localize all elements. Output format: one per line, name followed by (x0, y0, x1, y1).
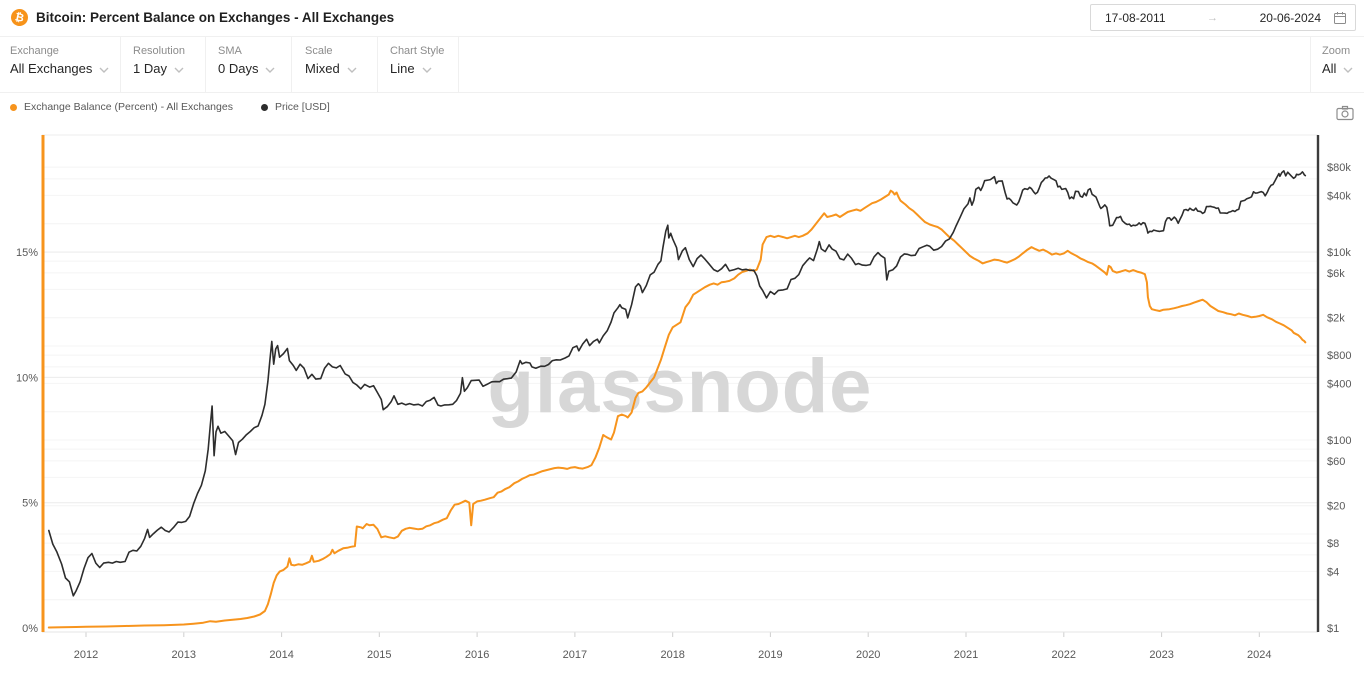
right-axis-tick-label: $10k (1327, 247, 1351, 259)
dropdown-label: Chart Style (390, 45, 445, 57)
date-from-value[interactable]: 17-08-2011 (1105, 10, 1166, 25)
camera-button[interactable] (1333, 103, 1357, 125)
dropdown-label: Exchange (10, 45, 59, 57)
x-axis-year-label: 2022 (1052, 649, 1076, 661)
x-axis-year-label: 2014 (269, 649, 293, 661)
left-axis-tick-label: 15% (16, 247, 38, 259)
header: ₿ Bitcoin: Percent Balance on Exchanges … (0, 0, 1364, 37)
zoom-dropdown[interactable]: Zoom All (1322, 45, 1353, 76)
toolbar-divider (377, 37, 378, 92)
chart-axes (41, 135, 1320, 637)
chevron-down-icon (1343, 67, 1353, 73)
left-axis-tick-label: 10% (16, 372, 38, 384)
dropdown-value: All Exchanges (10, 61, 93, 76)
chevron-down-icon (265, 67, 275, 73)
dropdown-value: Line (390, 61, 415, 76)
toolbar-divider (205, 37, 206, 92)
legend-dot-black (260, 103, 268, 111)
x-axis-year-label: 2013 (172, 649, 196, 661)
camera-icon (1336, 105, 1354, 120)
dropdown-label: Resolution (133, 45, 185, 57)
legend-label: Exchange Balance (Percent) - All Exchang… (24, 101, 233, 113)
dropdown-value: 0 Days (218, 61, 259, 76)
price-series-line (48, 170, 1307, 597)
right-axis-tick-label: $1 (1327, 623, 1339, 635)
right-axis-tick-label: $2k (1327, 313, 1345, 325)
legend-item-price[interactable]: Price [USD] (260, 101, 330, 113)
x-axis-year-label: 2012 (74, 649, 98, 661)
bitcoin-icon: ₿ (9, 7, 30, 28)
x-axis-year-label: 2017 (563, 649, 587, 661)
legend-dot-orange (10, 103, 17, 111)
scale-dropdown[interactable]: Scale Mixed (305, 45, 357, 76)
chevron-down-icon (99, 67, 109, 73)
toolbar-divider (120, 37, 121, 92)
right-axis-tick-label: $60 (1327, 456, 1345, 468)
right-axis-tick-label: $4 (1327, 566, 1339, 578)
date-to-value[interactable]: 20-06-2024 (1259, 10, 1321, 25)
dropdown-label: Zoom (1322, 45, 1351, 57)
dropdown-label: SMA (218, 45, 242, 57)
chart-axis-labels: 2012 2013 2014 2015 2016 2017 2018 2019 2020 2021… (16, 162, 1352, 661)
toolbar-divider (291, 37, 292, 92)
x-axis-year-label: 2020 (856, 649, 880, 661)
x-axis-year-label: 2019 (758, 649, 782, 661)
page-title: Bitcoin: Percent Balance on Exchanges - … (36, 10, 395, 25)
chart-gridlines (42, 134, 1318, 601)
x-axis-year-label: 2015 (367, 649, 391, 661)
dropdown-label: Scale (305, 45, 333, 57)
right-axis-tick-label: $100 (1327, 435, 1351, 447)
toolbar: Exchange All Exchanges Resolution 1 Day … (0, 37, 1364, 93)
calendar-icon[interactable] (1333, 11, 1347, 25)
chart-legend: Exchange Balance (Percent) - All Exchang… (10, 101, 330, 113)
x-axis-year-label: 2021 (954, 649, 978, 661)
right-axis-tick-label: $800 (1327, 350, 1351, 362)
toolbar-divider (1310, 37, 1311, 92)
legend-label: Price [USD] (274, 101, 330, 113)
toolbar-divider (458, 37, 459, 92)
chart-series (47, 170, 1307, 629)
resolution-dropdown[interactable]: Resolution 1 Day (133, 45, 185, 76)
right-axis-tick-label: $40k (1327, 190, 1351, 202)
x-axis-year-label: 2023 (1149, 649, 1173, 661)
right-axis-tick-label: $20 (1327, 501, 1345, 513)
chart-canvas[interactable]: glassnode 2012 2013 2014 2015 2016 2017 2018 20… (0, 125, 1364, 675)
chevron-down-icon (422, 67, 432, 73)
left-axis-tick-label: 5% (22, 498, 38, 510)
x-axis-year-label: 2024 (1247, 649, 1271, 661)
legend-item-exchange-balance[interactable]: Exchange Balance (Percent) - All Exchang… (10, 101, 233, 113)
chevron-down-icon (174, 67, 184, 73)
sma-dropdown[interactable]: SMA 0 Days (218, 45, 275, 76)
left-axis-tick-label: 0% (22, 623, 38, 635)
right-axis-tick-label: $400 (1327, 378, 1351, 390)
right-axis-tick-label: $80k (1327, 162, 1351, 174)
x-axis-year-label: 2016 (465, 649, 489, 661)
right-axis-tick-label: $6k (1327, 268, 1345, 280)
x-axis-year-label: 2018 (660, 649, 684, 661)
dropdown-value: Mixed (305, 61, 340, 76)
exchange-dropdown[interactable]: Exchange All Exchanges (10, 45, 109, 76)
dropdown-value: All (1322, 61, 1337, 76)
right-axis-tick-label: $8 (1327, 538, 1339, 550)
glassnode-watermark: glassnode (488, 344, 873, 429)
dropdown-value: 1 Day (133, 61, 167, 76)
chevron-down-icon (347, 67, 357, 73)
date-range-picker[interactable]: 17-08-2011 → 20-06-2024 (1090, 4, 1356, 31)
chart-style-dropdown[interactable]: Chart Style Line (390, 45, 444, 76)
arrow-right-icon: → (1207, 11, 1219, 24)
